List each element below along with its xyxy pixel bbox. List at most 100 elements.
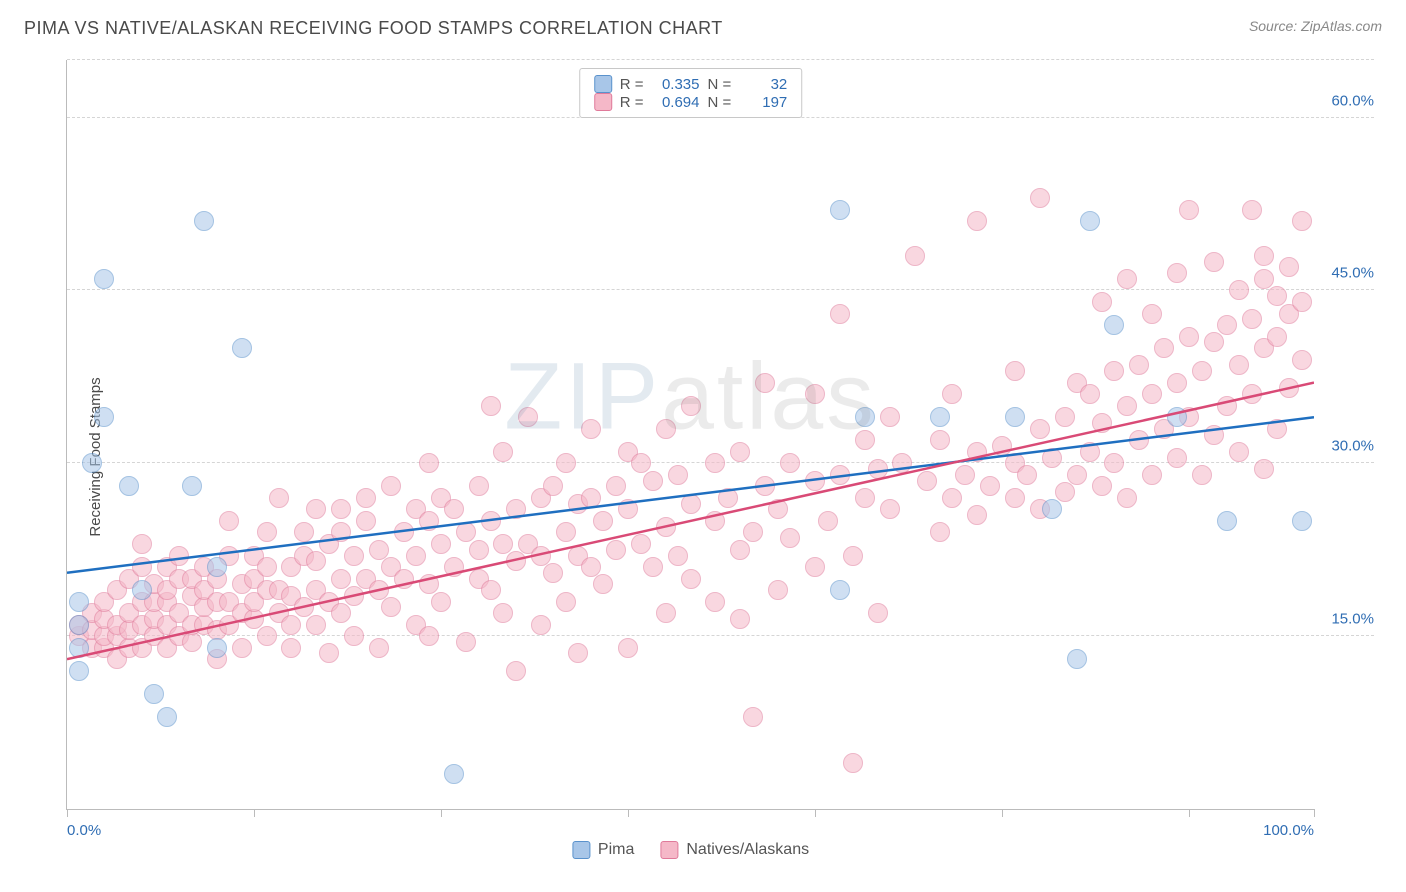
data-point	[581, 488, 601, 508]
data-point	[543, 476, 563, 496]
legend-item-natives: Natives/Alaskans	[660, 841, 809, 859]
data-point	[469, 540, 489, 560]
data-point	[306, 615, 326, 635]
data-point	[1292, 211, 1312, 231]
data-point	[69, 615, 89, 635]
legend-series: Pima Natives/Alaskans	[572, 841, 809, 859]
data-point	[930, 430, 950, 450]
data-point	[257, 557, 277, 577]
legend-label-pima: Pima	[598, 841, 634, 859]
data-point	[1267, 419, 1287, 439]
data-point	[855, 430, 875, 450]
data-point	[331, 522, 351, 542]
data-point	[543, 563, 563, 583]
data-point	[182, 632, 202, 652]
data-point	[331, 603, 351, 623]
data-point	[593, 511, 613, 531]
data-point	[132, 534, 152, 554]
data-point	[556, 592, 576, 612]
data-point	[331, 499, 351, 519]
xtick	[441, 809, 442, 817]
data-point	[880, 499, 900, 519]
data-point	[294, 522, 314, 542]
data-point	[868, 459, 888, 479]
data-point	[755, 373, 775, 393]
data-point	[1204, 252, 1224, 272]
data-point	[444, 557, 464, 577]
data-point	[1154, 338, 1174, 358]
legend-row-natives: R = 0.694 N = 197	[594, 93, 788, 111]
data-point	[1030, 188, 1050, 208]
data-point	[1080, 384, 1100, 404]
xtick-label: 0.0%	[67, 822, 101, 839]
data-point	[568, 643, 588, 663]
data-point	[681, 494, 701, 514]
ytick-label: 45.0%	[1331, 265, 1374, 282]
data-point	[1229, 442, 1249, 462]
data-point	[1080, 442, 1100, 462]
xtick-label: 100.0%	[1263, 822, 1314, 839]
data-point	[755, 476, 775, 496]
data-point	[493, 603, 513, 623]
data-point	[1117, 396, 1137, 416]
data-point	[967, 211, 987, 231]
data-point	[219, 511, 239, 531]
data-point	[718, 488, 738, 508]
data-point	[768, 580, 788, 600]
swatch-natives	[594, 93, 612, 111]
swatch-pima-icon	[572, 841, 590, 859]
xtick	[1314, 809, 1315, 817]
data-point	[232, 638, 252, 658]
data-point	[194, 211, 214, 231]
data-point	[1242, 384, 1262, 404]
data-point	[493, 534, 513, 554]
data-point	[1005, 407, 1025, 427]
data-point	[1067, 649, 1087, 669]
label-r: R =	[620, 94, 644, 111]
chart-container: Receiving Food Stamps ZIPatlas R = 0.335…	[24, 52, 1382, 862]
data-point	[705, 592, 725, 612]
data-point	[1167, 448, 1187, 468]
data-point	[94, 269, 114, 289]
data-point	[1204, 425, 1224, 445]
data-point	[955, 465, 975, 485]
chart-title: PIMA VS NATIVE/ALASKAN RECEIVING FOOD ST…	[24, 18, 723, 39]
data-point	[1092, 292, 1112, 312]
data-point	[419, 511, 439, 531]
data-point	[1192, 361, 1212, 381]
source-label: Source: ZipAtlas.com	[1249, 18, 1382, 34]
data-point	[419, 574, 439, 594]
data-point	[1267, 286, 1287, 306]
data-point	[656, 603, 676, 623]
data-point	[1229, 355, 1249, 375]
data-point	[1254, 246, 1274, 266]
data-point	[656, 517, 676, 537]
data-point	[930, 407, 950, 427]
data-point	[730, 609, 750, 629]
xtick	[254, 809, 255, 817]
data-point	[1167, 373, 1187, 393]
data-point	[169, 546, 189, 566]
data-point	[1030, 419, 1050, 439]
data-point	[1042, 448, 1062, 468]
data-point	[880, 407, 900, 427]
data-point	[743, 707, 763, 727]
data-point	[394, 522, 414, 542]
data-point	[207, 638, 227, 658]
data-point	[1017, 465, 1037, 485]
data-point	[481, 580, 501, 600]
data-point	[768, 499, 788, 519]
data-point	[830, 304, 850, 324]
data-point	[406, 546, 426, 566]
data-point	[419, 626, 439, 646]
data-point	[481, 511, 501, 531]
data-point	[1242, 309, 1262, 329]
data-point	[531, 546, 551, 566]
data-point	[319, 643, 339, 663]
data-point	[942, 488, 962, 508]
data-point	[705, 453, 725, 473]
data-point	[94, 407, 114, 427]
data-point	[1292, 350, 1312, 370]
data-point	[631, 534, 651, 554]
data-point	[1267, 327, 1287, 347]
